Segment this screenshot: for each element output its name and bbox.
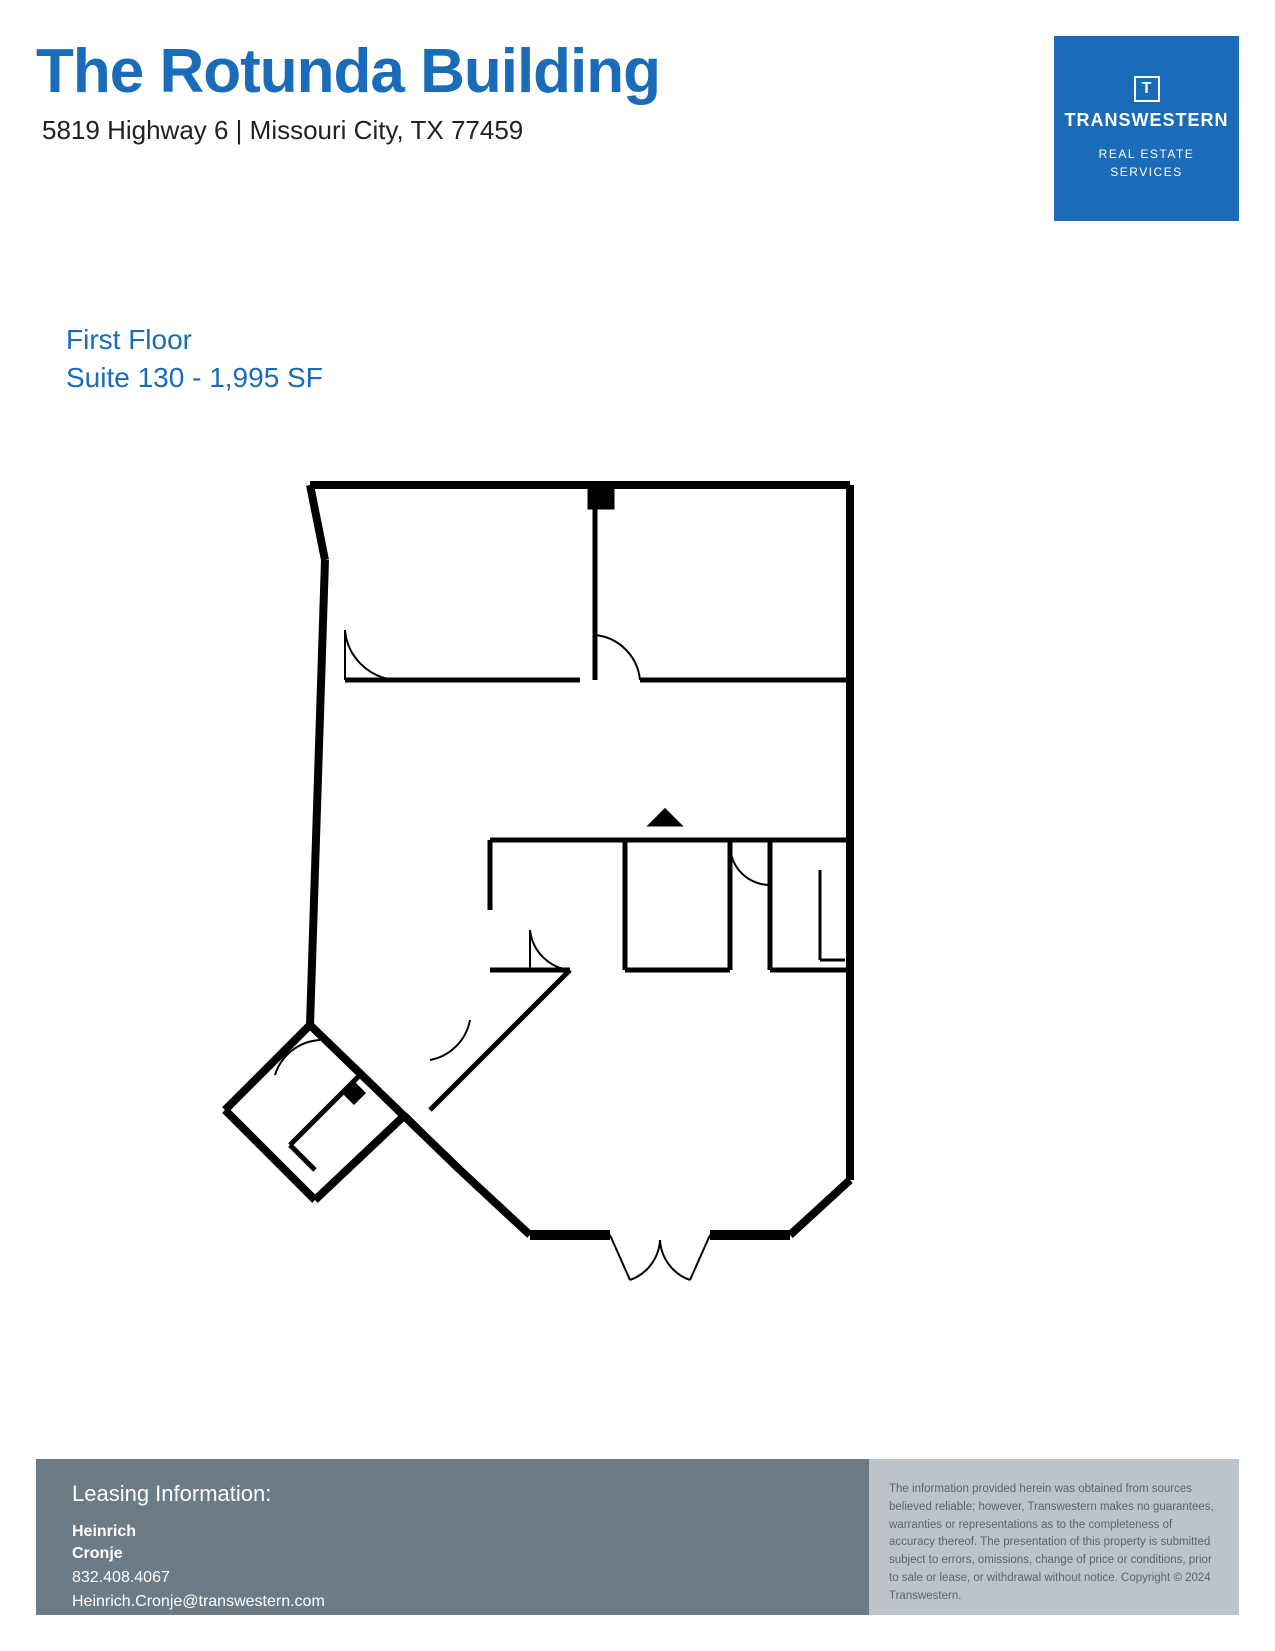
- floorplan-diagram: [170, 470, 870, 1300]
- suite-details: Suite 130 - 1,995 SF: [66, 359, 1239, 397]
- leasing-info-panel: Leasing Information: Heinrich Cronje 832…: [36, 1459, 869, 1615]
- logo-t-icon: T: [1134, 76, 1160, 102]
- suite-info: First Floor Suite 130 - 1,995 SF: [66, 321, 1239, 397]
- page: The Rotunda Building 5819 Highway 6 | Mi…: [0, 0, 1275, 1651]
- leasing-heading: Leasing Information:: [72, 1481, 833, 1507]
- company-logo: T TRANSWESTERN REAL ESTATE SERVICES: [1054, 36, 1239, 221]
- building-title: The Rotunda Building: [36, 36, 1054, 107]
- disclaimer-panel: The information provided herein was obta…: [869, 1459, 1239, 1615]
- contact-name-first: Heinrich: [72, 1521, 833, 1543]
- contact-name-last: Cronje: [72, 1543, 833, 1565]
- logo-company-name: TRANSWESTERN: [1065, 110, 1229, 131]
- logo-tagline-line1: REAL ESTATE: [1099, 147, 1195, 161]
- disclaimer-text: The information provided herein was obta…: [889, 1481, 1219, 1606]
- suite-floor: First Floor: [66, 321, 1239, 359]
- building-address: 5819 Highway 6 | Missouri City, TX 77459: [42, 115, 1054, 146]
- footer: Leasing Information: Heinrich Cronje 832…: [36, 1459, 1239, 1615]
- header: The Rotunda Building 5819 Highway 6 | Mi…: [36, 36, 1239, 221]
- contact-phone: 832.408.4067: [72, 1566, 833, 1590]
- logo-tagline: REAL ESTATE SERVICES: [1099, 145, 1195, 181]
- logo-tagline-line2: SERVICES: [1110, 165, 1182, 179]
- title-block: The Rotunda Building 5819 Highway 6 | Mi…: [36, 36, 1054, 146]
- contact-email: Heinrich.Cronje@transwestern.com: [72, 1590, 833, 1614]
